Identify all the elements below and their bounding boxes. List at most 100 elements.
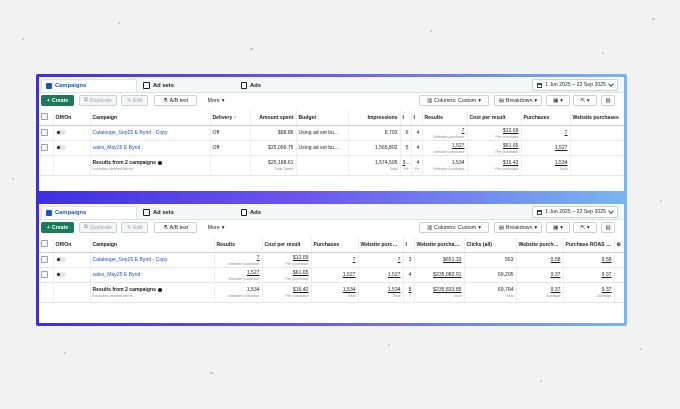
website-roas-cell[interactable]: 9.58 — [516, 252, 564, 268]
export-dropdown[interactable]: ⇱ ▾ — [573, 222, 597, 233]
create-button[interactable]: + Create — [41, 222, 74, 233]
row-checkbox[interactable] — [39, 252, 54, 268]
export-dropdown[interactable]: ⇱ ▾ — [573, 95, 597, 106]
col-header-amount-spent[interactable]: Amount spent — [250, 110, 297, 126]
col-header-truncated-1[interactable]: I — [400, 110, 412, 126]
info-icon[interactable] — [157, 160, 162, 165]
results-cell[interactable]: 1,527 Website purchase — [214, 267, 263, 283]
edit-button[interactable]: ✎ Edit — [121, 222, 148, 233]
more-dropdown[interactable]: More ▾ — [207, 97, 225, 104]
website-purchases-cell — [570, 140, 624, 156]
campaigns-table: Off/On Campaign Delivery ↑ Amount spent … — [39, 110, 624, 176]
table-header-row: Off/On Campaign Results Cost per result … — [39, 237, 624, 253]
delivery-cell: Off — [210, 125, 251, 141]
row-checkbox[interactable] — [39, 267, 54, 283]
tab-ad-sets[interactable]: Ad sets — [139, 79, 235, 92]
select-all-checkbox[interactable] — [39, 110, 54, 126]
create-button[interactable]: + Create — [41, 95, 74, 106]
col-header-results[interactable]: Results — [422, 110, 468, 126]
more-dropdown[interactable]: More ▾ — [207, 224, 225, 231]
col-header-campaign[interactable]: Campaign — [90, 110, 211, 126]
breakdown-icon: ▤ — [498, 97, 504, 104]
website-purchases-value-cell[interactable]: $235,082.91 — [414, 267, 465, 283]
toggle-switch[interactable] — [53, 252, 91, 268]
col-header-delivery[interactable]: Delivery ↑ — [210, 110, 251, 126]
row-checkbox[interactable] — [39, 140, 54, 156]
total-clicks: 69,764 Total — [464, 282, 517, 303]
select-all-checkbox[interactable] — [39, 237, 54, 253]
tab-ads[interactable]: Ads — [237, 79, 333, 92]
purchases-cell[interactable]: 7 — [311, 252, 359, 268]
chevron-down-icon — [608, 81, 614, 87]
reports-icon: ▦ — [553, 97, 559, 104]
totals-label: Results from 2 campaigns Excludes deleted… — [90, 155, 211, 176]
campaign-name-link[interactable]: sales_May25 E Bynd — [90, 267, 215, 283]
campaign-name-link[interactable]: sales_May25 E Bynd — [90, 140, 211, 156]
tab-ad-sets[interactable]: Ad sets — [139, 206, 235, 219]
col-header-website-purchases-value[interactable]: Website purchases... — [414, 237, 465, 253]
col-header-purchase-roas[interactable]: Purchase ROAS (retur... — [563, 237, 615, 253]
export-icon: ⇱ — [580, 97, 585, 104]
col-header-truncated[interactable]: I — [403, 237, 415, 253]
cost-per-result-cell[interactable]: $12.69 Per purchase — [262, 252, 312, 268]
edit-button[interactable]: ✎ Edit — [121, 95, 148, 106]
cost-per-result-cell[interactable]: $61.65 Per purchase — [467, 140, 522, 156]
date-range-picker[interactable]: 1 Jun 2025 – 22 Sep 2025 — [532, 79, 618, 91]
results-cell[interactable]: 7 Website purchase — [422, 125, 468, 141]
purchases-cell[interactable]: 1,527 — [311, 267, 359, 283]
duplicate-button[interactable]: ⧉ Duplicate — [79, 95, 117, 106]
col-header-website-purchase-roas[interactable]: Website purchase... — [516, 237, 564, 253]
tab-ads[interactable]: Ads — [237, 206, 333, 219]
col-header-off-on[interactable]: Off/On — [53, 237, 91, 253]
purchases-cell[interactable]: 7 — [521, 125, 571, 141]
results-cell[interactable]: 7 Website purchase — [214, 252, 263, 268]
toggle-switch[interactable] — [53, 267, 91, 283]
reports-dropdown[interactable]: ▦ ▾ — [546, 95, 570, 106]
col-header-impressions[interactable]: Impressions — [348, 110, 401, 126]
breakdown-dropdown[interactable]: ▤ Breakdown ▾ — [494, 95, 542, 106]
chart-toggle-button[interactable]: ▨ — [601, 222, 615, 233]
results-cell[interactable]: 1,527 Website purchase — [422, 140, 468, 156]
col-header-results[interactable]: Results — [214, 237, 263, 253]
col-header-clicks-all[interactable]: Clicks (all) — [464, 237, 517, 253]
ab-test-button[interactable]: ⚗ A/B test — [154, 95, 197, 106]
toggle-switch[interactable] — [53, 125, 91, 141]
col-header-cost-per-result[interactable]: Cost per result — [467, 110, 522, 126]
purchases-cell[interactable]: 1,527 — [521, 140, 571, 156]
duplicate-button[interactable]: ⧉ Duplicate — [79, 222, 117, 233]
tab-campaigns[interactable]: Campaigns — [41, 79, 137, 92]
cost-per-result-cell[interactable]: $61.65 Per purchase — [262, 267, 312, 283]
column-settings-icon[interactable]: ⚙ — [614, 237, 624, 253]
reports-dropdown[interactable]: ▦ ▾ — [546, 222, 570, 233]
col-header-budget[interactable]: Budget — [296, 110, 349, 126]
purchase-roas-cell[interactable]: 9.37 — [563, 267, 615, 283]
website-purchases-cell[interactable]: 1,527 — [358, 267, 404, 283]
row-checkbox[interactable] — [39, 125, 54, 141]
col-header-off-on[interactable]: Off/On — [53, 110, 91, 126]
info-icon[interactable] — [157, 287, 162, 292]
col-header-campaign[interactable]: Campaign — [90, 237, 215, 253]
ab-test-button[interactable]: ⚗ A/B test — [154, 222, 197, 233]
col-header-purchases[interactable]: Purchases — [521, 110, 571, 126]
cost-per-result-cell[interactable]: $12.69 Per purchase — [467, 125, 522, 141]
campaign-name-link[interactable]: Catalouge_Sep25 E Bynd - Copy — [90, 252, 215, 268]
columns-dropdown[interactable]: ▥ Columns: Custom ▾ — [419, 222, 489, 233]
tab-campaigns[interactable]: Campaigns — [41, 206, 137, 219]
website-roas-cell[interactable]: 9.37 — [516, 267, 564, 283]
col-header-website-purchases[interactable]: Website purchases — [570, 110, 624, 126]
date-range-picker[interactable]: 1 Jun 2025 – 22 Sep 2025 — [532, 206, 618, 218]
breakdown-dropdown[interactable]: ▤ Breakdown ▾ — [494, 222, 542, 233]
col-header-website-purchases[interactable]: Website purchases — [358, 237, 404, 253]
col-header-purchases[interactable]: Purchases — [311, 237, 359, 253]
chart-toggle-button[interactable]: ▨ — [601, 95, 615, 106]
impressions-cell: 1,565,802 — [348, 140, 401, 156]
website-purchases-cell[interactable]: 7 — [358, 252, 404, 268]
columns-dropdown[interactable]: ▥ Columns: Custom ▾ — [419, 95, 489, 106]
col-header-truncated-2[interactable]: I — [411, 110, 423, 126]
toggle-switch[interactable] — [53, 140, 91, 156]
campaign-name-link[interactable]: Catalouge_Sep25 E Bynd - Copy — [90, 125, 211, 141]
purchase-roas-cell[interactable]: 9.58 — [563, 252, 615, 268]
website-purchases-value-cell[interactable]: $651.33 — [414, 252, 465, 268]
col-header-cost-per-result[interactable]: Cost per result — [262, 237, 312, 253]
